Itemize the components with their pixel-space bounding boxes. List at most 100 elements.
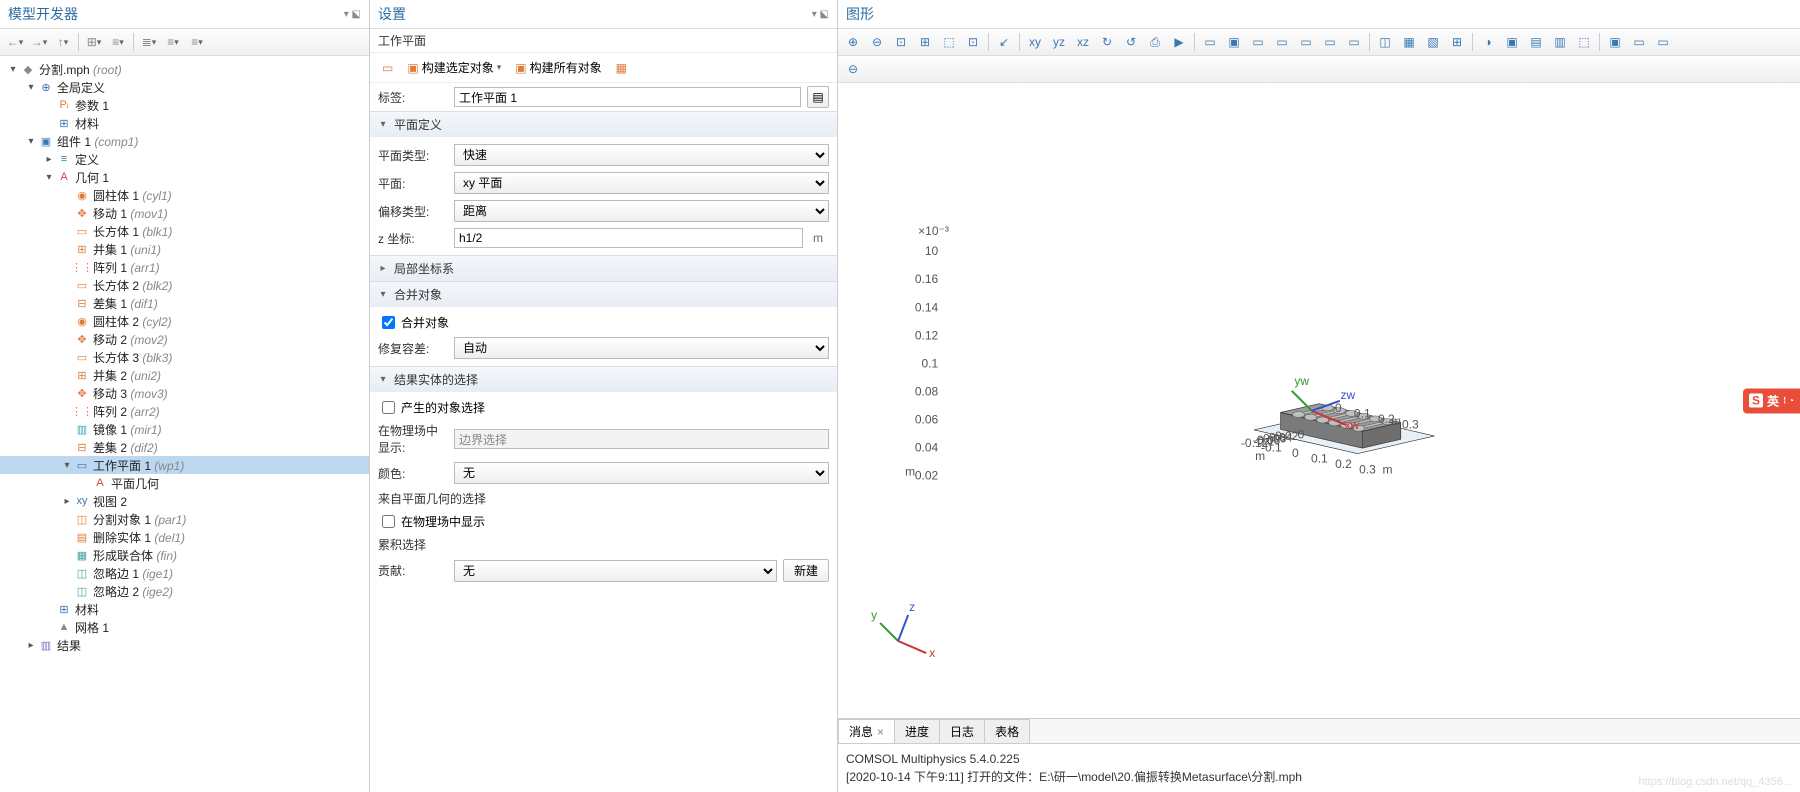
tree-node[interactable]: ▭ 长方体 3 (blk3) bbox=[0, 348, 369, 366]
tree-node[interactable]: ▾ ⊕ 全局定义 bbox=[0, 78, 369, 96]
tree-node[interactable]: ▾ ▭ 工作平面 1 (wp1) bbox=[0, 456, 369, 474]
checkbox-input[interactable] bbox=[382, 316, 395, 329]
pin-icon[interactable]: ▾ ⬕ bbox=[812, 9, 829, 20]
graphics-toolbar-button[interactable]: ▭ bbox=[1247, 31, 1269, 53]
tree-node[interactable]: ✥ 移动 2 (mov2) bbox=[0, 330, 369, 348]
toolbar-button[interactable]: ≡▾ bbox=[186, 31, 208, 53]
tree-node[interactable]: Pᵢ 参数 1 bbox=[0, 96, 369, 114]
tree-node[interactable]: ▸ ≡ 定义 bbox=[0, 150, 369, 168]
tree-node[interactable]: ◫ 分割对象 1 (par1) bbox=[0, 510, 369, 528]
pin-icon[interactable]: ▾ ⬕ bbox=[344, 9, 361, 20]
graphics-toolbar-button[interactable]: ⊖ bbox=[866, 31, 888, 53]
graphics-canvas[interactable]: 00.10.20.3m×10⁻³100.160.140.120.10.080.0… bbox=[838, 83, 1800, 718]
select-input[interactable]: xy 平面 bbox=[454, 172, 829, 194]
tree-node[interactable]: ▾ A 几何 1 bbox=[0, 168, 369, 186]
graphics-toolbar-button[interactable]: ▣ bbox=[1604, 31, 1626, 53]
toolbar-button[interactable]: →▾ bbox=[28, 31, 50, 53]
tree-node[interactable]: ⊟ 差集 2 (dif2) bbox=[0, 438, 369, 456]
action-button[interactable]: ▦ bbox=[612, 59, 631, 77]
graphics-toolbar-button[interactable]: ▭ bbox=[1271, 31, 1293, 53]
toolbar-button[interactable]: ↑▾ bbox=[52, 31, 74, 53]
checkbox-input[interactable] bbox=[382, 401, 395, 414]
tree-node[interactable]: ▸ ▥ 结果 bbox=[0, 636, 369, 654]
tree-node[interactable]: ▭ 长方体 2 (blk2) bbox=[0, 276, 369, 294]
section-header[interactable]: ▾结果实体的选择 bbox=[370, 367, 837, 392]
tree-twisty-icon[interactable]: ▾ bbox=[60, 460, 74, 471]
tree-node[interactable]: ◉ 圆柱体 2 (cyl2) bbox=[0, 312, 369, 330]
select-input[interactable]: 无 bbox=[454, 462, 829, 484]
graphics-toolbar-button[interactable]: ◫ bbox=[1374, 31, 1396, 53]
graphics-toolbar-button[interactable]: ⊡ bbox=[890, 31, 912, 53]
graphics-toolbar-button[interactable]: ▭ bbox=[1199, 31, 1221, 53]
graphics-toolbar-button[interactable]: ↻ bbox=[1096, 31, 1118, 53]
graphics-toolbar-button[interactable]: ↺ bbox=[1120, 31, 1142, 53]
graphics-toolbar-button[interactable]: ⊖ bbox=[842, 58, 864, 80]
tree-twisty-icon[interactable]: ▸ bbox=[24, 640, 38, 651]
tree-twisty-icon[interactable]: ▸ bbox=[42, 154, 56, 165]
graphics-toolbar-button[interactable]: ⊕ bbox=[842, 31, 864, 53]
toolbar-button[interactable]: ≡▾ bbox=[162, 31, 184, 53]
toolbar-button[interactable]: ⊞▾ bbox=[83, 31, 105, 53]
label-edit-icon[interactable]: ▤ bbox=[807, 86, 829, 108]
graphics-toolbar-button[interactable]: xy bbox=[1024, 31, 1046, 53]
toolbar-button[interactable]: ≡▾ bbox=[107, 31, 129, 53]
checkbox-input[interactable] bbox=[382, 515, 395, 528]
graphics-toolbar-button[interactable]: ⊞ bbox=[914, 31, 936, 53]
tree-node[interactable]: ▸ xy 视图 2 bbox=[0, 492, 369, 510]
tree-node[interactable]: ⋮⋮ 阵列 2 (arr2) bbox=[0, 402, 369, 420]
message-tab[interactable]: 消息 × bbox=[838, 719, 895, 743]
graphics-toolbar-button[interactable]: ▦ bbox=[1398, 31, 1420, 53]
tree-twisty-icon[interactable]: ▾ bbox=[42, 172, 56, 183]
label-input[interactable] bbox=[454, 87, 801, 107]
tree-node[interactable]: ▾ ▣ 组件 1 (comp1) bbox=[0, 132, 369, 150]
section-header[interactable]: ▾平面定义 bbox=[370, 112, 837, 137]
graphics-toolbar-button[interactable]: ▧ bbox=[1422, 31, 1444, 53]
action-button[interactable]: ▣构建选定对象▾ bbox=[403, 57, 505, 78]
graphics-toolbar-button[interactable]: ▣ bbox=[1223, 31, 1245, 53]
graphics-toolbar-button[interactable]: ▭ bbox=[1652, 31, 1674, 53]
select-input[interactable]: 自动 bbox=[454, 337, 829, 359]
graphics-toolbar-button[interactable]: ⊞ bbox=[1446, 31, 1468, 53]
tree-twisty-icon[interactable]: ▸ bbox=[60, 496, 74, 507]
select-input[interactable]: 距离 bbox=[454, 200, 829, 222]
graphics-toolbar-button[interactable]: ↙ bbox=[993, 31, 1015, 53]
select-input[interactable]: 无 bbox=[454, 560, 777, 582]
section-header[interactable]: ▸局部坐标系 bbox=[370, 256, 837, 281]
tree-node[interactable]: ⊞ 并集 2 (uni2) bbox=[0, 366, 369, 384]
action-button[interactable]: ▣构建所有对象 bbox=[511, 57, 605, 78]
graphics-toolbar-button[interactable]: ▶ bbox=[1168, 31, 1190, 53]
tree-node[interactable]: ✥ 移动 3 (mov3) bbox=[0, 384, 369, 402]
section-header[interactable]: ▾合并对象 bbox=[370, 282, 837, 307]
graphics-toolbar-button[interactable]: ⊡ bbox=[962, 31, 984, 53]
message-tab[interactable]: 表格 bbox=[984, 719, 1030, 743]
graphics-toolbar-button[interactable]: ▭ bbox=[1628, 31, 1650, 53]
tree-node[interactable]: ◫ 忽略边 2 (ige2) bbox=[0, 582, 369, 600]
tree-twisty-icon[interactable]: ▾ bbox=[24, 82, 38, 93]
message-tab[interactable]: 进度 bbox=[894, 719, 940, 743]
tree-node[interactable]: ⊟ 差集 1 (dif1) bbox=[0, 294, 369, 312]
graphics-toolbar-button[interactable]: ▣ bbox=[1501, 31, 1523, 53]
model-tree[interactable]: ▾ ◆ 分割.mph (root)▾ ⊕ 全局定义 Pᵢ 参数 1 ⊞ 材料▾ … bbox=[0, 56, 369, 792]
graphics-toolbar-button[interactable]: ▭ bbox=[1295, 31, 1317, 53]
tree-node[interactable]: ▲ 网格 1 bbox=[0, 618, 369, 636]
tree-node[interactable]: ⊞ 材料 bbox=[0, 600, 369, 618]
tree-node[interactable]: ⊞ 材料 bbox=[0, 114, 369, 132]
select-input[interactable]: 快速 bbox=[454, 144, 829, 166]
tree-node[interactable]: A 平面几何 bbox=[0, 474, 369, 492]
tree-node[interactable]: ◫ 忽略边 1 (ige1) bbox=[0, 564, 369, 582]
graphics-toolbar-button[interactable]: ◑ bbox=[1477, 31, 1499, 53]
tree-node[interactable]: ⋮⋮ 阵列 1 (arr1) bbox=[0, 258, 369, 276]
new-button[interactable]: 新建 bbox=[783, 559, 829, 582]
tree-node[interactable]: ▭ 长方体 1 (blk1) bbox=[0, 222, 369, 240]
graphics-toolbar-button[interactable]: ▭ bbox=[1319, 31, 1341, 53]
toolbar-button[interactable]: ←▾ bbox=[4, 31, 26, 53]
action-button[interactable]: ▭ bbox=[378, 59, 397, 77]
tree-node[interactable]: ▦ 形成联合体 (fin) bbox=[0, 546, 369, 564]
tree-twisty-icon[interactable]: ▾ bbox=[6, 64, 20, 75]
graphics-toolbar-button[interactable]: ▭ bbox=[1343, 31, 1365, 53]
ime-badge[interactable]: S 英 ⁞ ◔ bbox=[1743, 388, 1800, 413]
tree-node[interactable]: ▾ ◆ 分割.mph (root) bbox=[0, 60, 369, 78]
tree-twisty-icon[interactable]: ▾ bbox=[24, 136, 38, 147]
graphics-toolbar-button[interactable]: xz bbox=[1072, 31, 1094, 53]
graphics-toolbar-button[interactable]: ⬚ bbox=[1573, 31, 1595, 53]
